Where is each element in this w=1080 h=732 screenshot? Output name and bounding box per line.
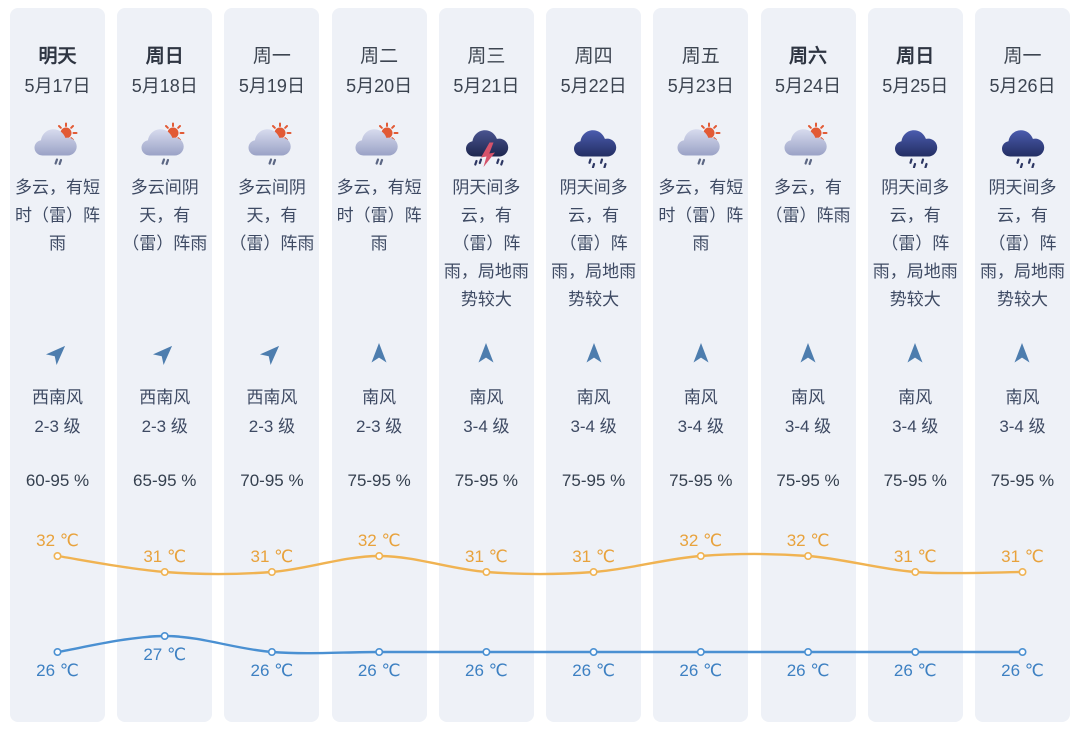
wind-level: 3-4 级 (784, 417, 832, 436)
day-column: 周四 5月22日 阴天间多云，有（雷）阵雨，局地雨势较大 南风 3-4 级 75… (546, 8, 642, 722)
day-name: 周日 (896, 46, 935, 67)
wind-level: 3-4 级 (570, 417, 617, 436)
day-name: 周一 (1003, 46, 1042, 67)
wind-direction: 南风 (898, 388, 933, 407)
wind-direction-icon (117, 338, 212, 368)
day-date: 5月18日 (131, 76, 198, 96)
weather-icon (761, 118, 856, 172)
wind-level: 2-3 级 (356, 417, 403, 436)
day-date: 5月23日 (667, 76, 734, 96)
day-column: 明天 5月17日 多云，有短时（雷）阵雨 西南风 2-3 级 60-95 % (10, 8, 105, 722)
weather-icon (439, 118, 534, 172)
day-date: 5月26日 (989, 76, 1056, 96)
day-column: 周日 5月18日 多云间阴天，有（雷）阵雨 西南风 2-3 级 65-95 % (117, 8, 213, 722)
day-name: 周一 (252, 46, 291, 67)
wind-level: 2-3 级 (141, 417, 188, 436)
day-column: 周六 5月24日 多云，有（雷）阵雨 南风 3-4 级 75-95 % (760, 8, 856, 722)
day-column: 周日 5月25日 阴天间多云，有（雷）阵雨，局地雨势较大 南风 3-4 级 75… (867, 8, 963, 722)
wind-level: 3-4 级 (677, 417, 724, 436)
weather-icon (546, 118, 641, 172)
wind-direction: 南风 (576, 388, 611, 407)
wind-level: 3-4 级 (892, 417, 939, 436)
day-name: 周四 (574, 46, 613, 67)
day-name: 周三 (467, 46, 506, 67)
weather-icon (653, 118, 748, 172)
wind-direction-icon (868, 338, 963, 368)
humidity: 75-95 % (776, 471, 840, 490)
day-column: 周三 5月21日 阴天间多云，有（雷）阵雨，局地雨势较大 南风 3-4 级 75… (438, 8, 534, 722)
wind-direction-icon (332, 338, 427, 368)
wind-level: 3-4 级 (999, 417, 1046, 436)
wind-direction: 西南风 (32, 388, 83, 407)
wind-direction: 西南风 (139, 388, 191, 407)
day-date: 5月22日 (560, 76, 627, 96)
humidity: 70-95 % (240, 471, 304, 490)
day-date: 5月19日 (238, 76, 305, 96)
weather-description: 多云间阴天，有（雷）阵雨 (122, 178, 208, 253)
weather-description: 多云，有短时（雷）阵雨 (336, 178, 422, 253)
wind-direction-icon (653, 338, 748, 368)
day-column: 周五 5月23日 多云，有短时（雷）阵雨 南风 3-4 级 75-95 % (653, 8, 749, 722)
wind-level: 2-3 级 (248, 417, 296, 436)
day-date: 5月24日 (775, 76, 842, 96)
wind-direction-icon (546, 338, 641, 368)
wind-direction-icon (224, 338, 319, 368)
humidity: 60-95 % (25, 471, 90, 490)
weather-icon (332, 118, 427, 172)
weather-description: 阴天间多云，有（雷）阵雨，局地雨势较大 (872, 178, 958, 309)
humidity: 75-95 % (347, 471, 411, 490)
weather-icon (224, 118, 319, 172)
wind-direction-icon (975, 338, 1070, 368)
wind-direction: 南风 (362, 388, 397, 407)
day-name: 周五 (681, 46, 720, 67)
wind-direction: 南风 (469, 388, 504, 407)
wind-level: 2-3 级 (34, 417, 81, 436)
humidity: 75-95 % (669, 471, 733, 490)
day-name: 周二 (360, 46, 399, 67)
humidity: 65-95 % (133, 471, 197, 490)
weather-description: 多云，有短时（雷）阵雨 (658, 178, 744, 253)
day-name: 明天 (38, 46, 77, 67)
weather-description: 阴天间多云，有（雷）阵雨，局地雨势较大 (979, 178, 1065, 309)
wind-direction-icon (439, 338, 534, 368)
wind-direction-icon (761, 338, 856, 368)
weather-icon (975, 118, 1070, 172)
weather-icon (868, 118, 963, 172)
day-name: 周六 (789, 46, 828, 67)
day-column: 周一 5月26日 阴天间多云，有（雷）阵雨，局地雨势较大 南风 3-4 级 75… (974, 8, 1070, 722)
humidity: 75-95 % (883, 471, 947, 490)
wind-level: 3-4 级 (463, 417, 510, 436)
weather-description: 阴天间多云，有（雷）阵雨，局地雨势较大 (551, 178, 637, 309)
weather-description: 阴天间多云，有（雷）阵雨，局地雨势较大 (443, 178, 529, 309)
humidity: 75-95 % (990, 471, 1055, 490)
day-date: 5月25日 (882, 76, 949, 96)
day-date: 5月21日 (453, 76, 520, 96)
humidity: 75-95 % (454, 471, 519, 490)
day-date: 5月20日 (346, 76, 413, 96)
wind-direction: 南风 (1005, 388, 1040, 407)
day-name: 周日 (145, 46, 184, 67)
humidity: 75-95 % (561, 471, 626, 490)
day-date: 5月17日 (24, 76, 91, 96)
wind-direction-icon (10, 338, 105, 368)
day-column: 周一 5月19日 多云间阴天，有（雷）阵雨 西南风 2-3 级 70-95 % (224, 8, 320, 722)
weather-description: 多云，有（雷）阵雨 (765, 178, 851, 225)
weather-icon (10, 118, 105, 172)
wind-direction: 南风 (791, 388, 826, 407)
weather-description: 多云，有短时（雷）阵雨 (15, 178, 100, 253)
weather-description: 多云间阴天，有（雷）阵雨 (229, 178, 315, 253)
day-column: 周二 5月20日 多云，有短时（雷）阵雨 南风 2-3 级 75-95 % (331, 8, 427, 722)
wind-direction: 南风 (683, 388, 718, 407)
wind-direction: 西南风 (246, 388, 298, 407)
weather-icon (117, 118, 212, 172)
